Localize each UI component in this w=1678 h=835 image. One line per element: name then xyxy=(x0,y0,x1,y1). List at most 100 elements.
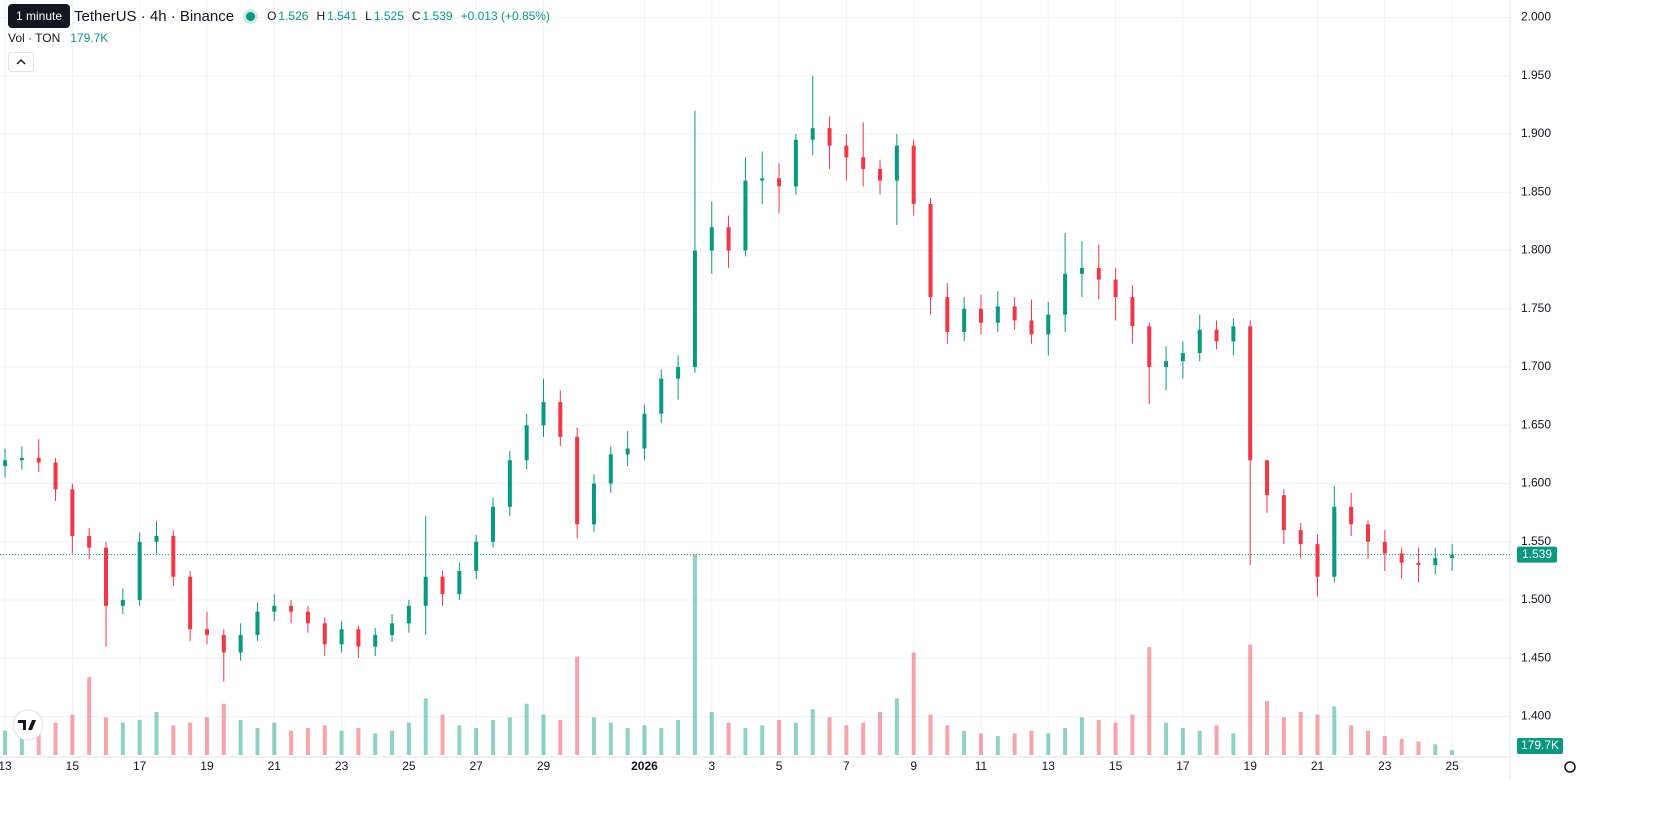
x-tick-label: 29 xyxy=(537,759,551,773)
x-tick-label: 21 xyxy=(1311,759,1325,773)
candle-body xyxy=(1248,326,1253,461)
volume-bar xyxy=(406,722,411,755)
volume-bar xyxy=(1096,719,1101,755)
last-price-badge xyxy=(1517,546,1557,563)
candle-body xyxy=(171,535,176,577)
logo-bg xyxy=(12,709,44,741)
candle-body xyxy=(911,145,916,204)
candle-body xyxy=(1382,541,1387,554)
volume-bar xyxy=(1079,717,1084,755)
ohlc-key: L xyxy=(365,9,372,23)
volume-bar xyxy=(1164,722,1169,755)
volume-bar xyxy=(1231,733,1236,755)
volume-bar xyxy=(1265,701,1270,755)
candle-body xyxy=(3,460,8,467)
caret-icon xyxy=(16,59,26,65)
volume-bar xyxy=(238,719,243,755)
volume-bar xyxy=(1147,647,1152,755)
volume-bar xyxy=(1349,725,1354,755)
volume-bar xyxy=(171,725,176,755)
x-tick-label: 19 xyxy=(200,759,214,773)
candle-body xyxy=(642,413,647,449)
logo-mark xyxy=(18,720,36,730)
settings-icon xyxy=(1564,761,1576,773)
y-tick-label: 1.600 xyxy=(1521,476,1551,490)
candle-body xyxy=(204,629,209,635)
volume-bar xyxy=(36,719,41,755)
volume-bar xyxy=(3,730,8,755)
y-tick-label: 1.800 xyxy=(1521,243,1551,257)
volume-bar xyxy=(978,733,983,755)
volume-bar xyxy=(608,722,613,755)
volume-bar xyxy=(1197,730,1202,755)
volume-bar xyxy=(120,722,125,755)
x-tick-label: 2026 xyxy=(631,759,658,773)
candle-body xyxy=(1130,297,1135,327)
x-tick-label: 23 xyxy=(1378,759,1392,773)
volume-bar xyxy=(861,722,866,755)
candle-body xyxy=(978,308,983,323)
candle-body xyxy=(305,611,310,624)
volume-bar xyxy=(524,703,529,755)
x-tick-label: 15 xyxy=(66,759,80,773)
candle-body xyxy=(1349,506,1354,525)
tooltip: 1 minute xyxy=(8,4,71,28)
volume-bar xyxy=(1365,730,1370,755)
volume-bar xyxy=(911,652,916,755)
volume-bar xyxy=(1113,722,1118,755)
volume-bar xyxy=(221,703,226,755)
volume-bar xyxy=(793,722,798,755)
volume-bar xyxy=(272,722,277,755)
volume-bar xyxy=(204,717,209,755)
candle-body xyxy=(507,460,512,507)
x-tick-label: 5 xyxy=(776,759,783,773)
candle-body xyxy=(87,535,92,548)
volume-bar xyxy=(137,719,142,755)
volume-name: Vol · TON xyxy=(8,31,61,45)
candle-body xyxy=(861,157,866,169)
x-tick-label: 25 xyxy=(1445,759,1459,773)
ohlc-value: 1.525 xyxy=(373,9,404,23)
volume-bar xyxy=(322,725,327,755)
symbol-title: TetherUS · 4h · Binance xyxy=(74,7,235,25)
volume-bar xyxy=(390,730,395,755)
candle-body xyxy=(423,576,428,606)
collapse-button[interactable] xyxy=(8,52,34,72)
candle-body xyxy=(1315,544,1320,577)
x-tick-label: 27 xyxy=(470,759,484,773)
candle-body xyxy=(1113,279,1118,298)
last-volume-label: 179.7K xyxy=(1521,738,1559,752)
volume-bar xyxy=(289,730,294,755)
volume-bar xyxy=(558,719,563,755)
volume-bar xyxy=(423,698,428,755)
candle-body xyxy=(591,483,596,525)
ohlc-value: 1.539 xyxy=(422,9,453,23)
volume-bar xyxy=(591,717,596,755)
candle-body xyxy=(1433,558,1438,566)
volume-bar xyxy=(457,725,462,755)
volume-bar xyxy=(1399,738,1404,755)
x-tick-label: 3 xyxy=(708,759,715,773)
volume-bar xyxy=(709,711,714,755)
candle-body xyxy=(1197,329,1202,354)
volume-bar xyxy=(1450,750,1455,755)
x-tick-label: 15 xyxy=(1109,759,1123,773)
change: +0.013 (+0.85%) xyxy=(460,9,550,23)
candle-body xyxy=(1281,495,1286,531)
volume-bar xyxy=(1063,728,1068,755)
candle-body xyxy=(1063,273,1068,315)
candle-body xyxy=(625,448,630,455)
candle-body xyxy=(474,541,479,571)
candle-body xyxy=(793,139,798,187)
candle-body xyxy=(53,462,58,490)
candle-body xyxy=(137,541,142,601)
volume-bar xyxy=(356,728,361,755)
volume-bar xyxy=(87,676,92,755)
volume-bar xyxy=(676,719,681,755)
candle-body xyxy=(1180,353,1185,362)
candle-body xyxy=(272,605,277,612)
candle-body xyxy=(406,605,411,624)
candle-body xyxy=(760,178,765,181)
x-tick-label: 23 xyxy=(335,759,349,773)
candle-body xyxy=(1399,553,1404,563)
